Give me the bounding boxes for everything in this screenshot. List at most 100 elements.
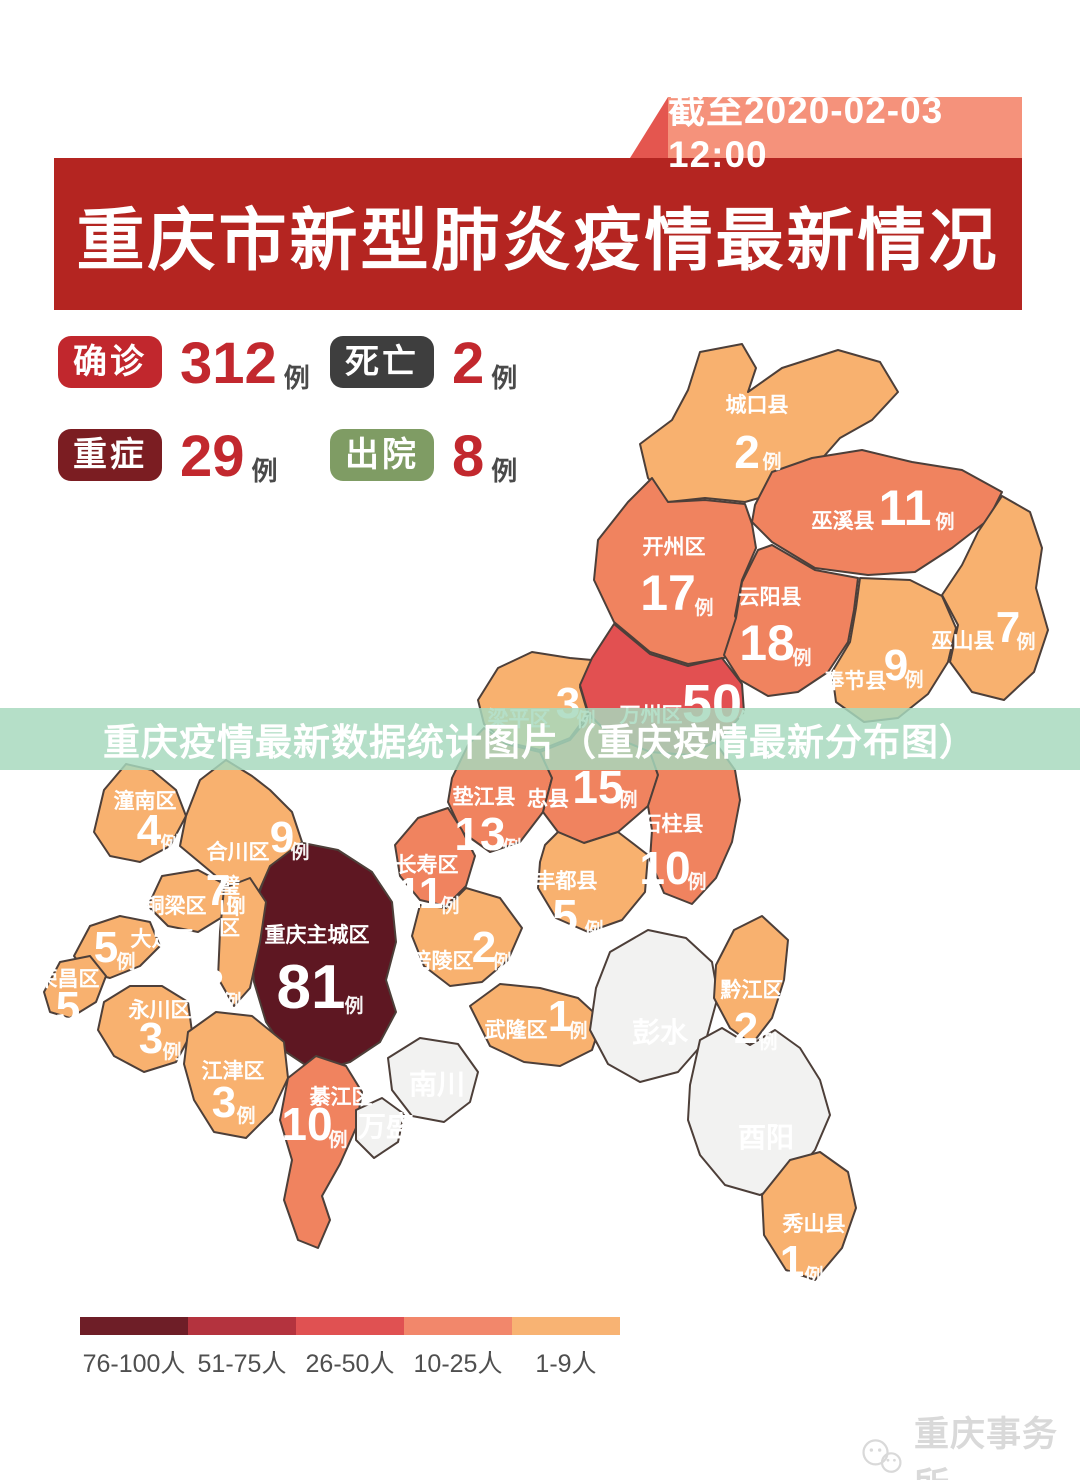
svg-text:例: 例 (694, 596, 713, 619)
stat-badge-confirmed: 确诊 (58, 336, 162, 388)
svg-text:2: 2 (734, 426, 760, 478)
label-rongchang: 荣昌区 5 例 (36, 967, 100, 1033)
stat-severe: 重症 29 例 (58, 424, 278, 489)
label-fengjie: 奉节县 9 例 (823, 641, 924, 693)
svg-text:5: 5 (94, 923, 118, 972)
svg-text:例: 例 (618, 788, 637, 811)
svg-text:例: 例 (568, 1019, 587, 1042)
svg-text:潼南区: 潼南区 (114, 789, 177, 813)
svg-text:10: 10 (639, 842, 690, 894)
svg-text:11: 11 (879, 480, 932, 536)
stat-value-cured: 8 (452, 424, 485, 489)
svg-text:奉节县: 奉节县 (823, 669, 887, 693)
stat-unit-confirmed: 例 (283, 363, 310, 393)
label-bishan: 璧山区 8 例 (200, 874, 242, 1013)
stat-badge-severe: 重症 (58, 429, 162, 481)
svg-text:南川: 南川 (409, 1069, 465, 1100)
district-labels: 城口县 2 例 巫溪县 11 例 巫山县 7 例 奉节县 9 例 云阳县 18 (36, 393, 1036, 1287)
district-yunyang (723, 544, 859, 697)
svg-text:例: 例 (584, 918, 603, 941)
svg-text:例: 例 (78, 1010, 97, 1033)
svg-text:例: 例 (1016, 630, 1035, 653)
title-banner: 重庆市新型肺炎疫情最新情况 (54, 158, 1022, 310)
label-wulong: 武隆区 1 例 (485, 992, 588, 1042)
legend-label: 51-75人 (197, 1350, 287, 1378)
district-pengshui (589, 929, 719, 1083)
watermark-text: 重庆事务所 (913, 1415, 1058, 1480)
stat-unit-severe: 例 (251, 456, 278, 486)
svg-text:81: 81 (277, 953, 346, 1022)
label-dazu: 大足区 5 例 (94, 923, 194, 973)
stat-confirmed: 确诊 312 例 (58, 331, 310, 396)
watermark: 重庆事务所 (858, 1406, 1080, 1480)
stat-value-confirmed: 312 (180, 331, 277, 396)
legend-swatch-51-75 (188, 1317, 296, 1335)
svg-text:例: 例 (162, 1040, 181, 1063)
legend-swatch-1-9 (512, 1317, 620, 1335)
svg-text:例: 例 (344, 994, 363, 1017)
svg-text:3: 3 (139, 1014, 163, 1063)
svg-text:例: 例 (758, 1030, 777, 1053)
date-text: 截至2020-02-03 12:00 (668, 89, 944, 175)
svg-text:例: 例 (222, 990, 241, 1013)
svg-text:例: 例 (440, 894, 459, 917)
svg-text:例: 例 (116, 950, 135, 973)
svg-text:例: 例 (236, 1104, 255, 1127)
label-yongchuan: 永川区 3 例 (128, 999, 192, 1063)
district-jiangjin (183, 1011, 289, 1139)
stat-unit-cured: 例 (491, 456, 518, 486)
svg-text:例: 例 (762, 450, 781, 473)
district-qianjiang (713, 915, 789, 1045)
svg-text:忠县: 忠县 (527, 787, 569, 811)
label-tongnan: 潼南区 4 例 (114, 789, 180, 855)
svg-text:例: 例 (687, 870, 706, 893)
svg-text:例: 例 (935, 510, 954, 533)
svg-text:例: 例 (792, 646, 811, 669)
svg-text:9: 9 (270, 813, 294, 862)
legend-swatch-76-100 (80, 1317, 188, 1335)
svg-text:例: 例 (904, 668, 923, 691)
label-youyang: 酉阳 (738, 1122, 794, 1153)
district-changshou (394, 807, 476, 907)
label-qijiang: 綦江区 10 例 (281, 1085, 372, 1151)
district-xiushan (761, 1151, 857, 1281)
svg-text:大足区: 大足区 (131, 928, 194, 951)
svg-text:10: 10 (281, 1098, 332, 1150)
district-tongnan (93, 763, 187, 863)
svg-text:18: 18 (739, 615, 795, 671)
svg-text:合川区: 合川区 (207, 840, 270, 864)
map-legend: 76-100人 51-75人 26-50人 10-25人 1-9人 (80, 1317, 620, 1380)
svg-text:1: 1 (780, 1237, 804, 1286)
svg-text:巫溪县: 巫溪县 (812, 510, 875, 533)
svg-text:例: 例 (290, 840, 309, 863)
svg-text:石柱县: 石柱县 (640, 812, 704, 836)
legend-swatch-26-50 (296, 1317, 404, 1335)
district-bishan (217, 877, 267, 1007)
label-nanchuan: 南川 (409, 1069, 465, 1100)
label-xiushan: 秀山县 1 例 (780, 1213, 846, 1287)
svg-text:8: 8 (200, 961, 224, 1010)
label-wansheng: 万盛 (358, 1111, 414, 1142)
svg-text:4: 4 (137, 806, 162, 855)
svg-text:万盛: 万盛 (358, 1111, 414, 1142)
svg-text:9: 9 (884, 641, 908, 690)
stat-value-severe: 29 (180, 424, 245, 489)
district-wansheng (355, 1097, 405, 1159)
label-fengdu: 丰都县 5 例 (535, 869, 604, 942)
stat-badge-death: 死亡 (330, 336, 434, 388)
svg-text:秀山县: 秀山县 (782, 1213, 846, 1236)
caption-text: 重庆疫情最新数据统计图片（重庆疫情最新分布图） (103, 722, 977, 763)
svg-text:7: 7 (996, 603, 1020, 652)
label-wushan: 巫山县 7 例 (932, 603, 1036, 653)
svg-text:云阳县: 云阳县 (739, 586, 802, 609)
svg-text:7: 7 (206, 866, 230, 915)
svg-text:黔江区: 黔江区 (721, 978, 784, 1002)
svg-text:巫山县: 巫山县 (932, 630, 995, 653)
district-fuling (411, 887, 523, 987)
label-pengshui: 彭水 (632, 1017, 689, 1048)
district-chengkou (639, 343, 899, 503)
label-tongliang: 铜梁区 7 例 (144, 866, 246, 918)
label-yunyang: 云阳县 18 例 (739, 586, 812, 671)
svg-text:2: 2 (472, 923, 496, 972)
